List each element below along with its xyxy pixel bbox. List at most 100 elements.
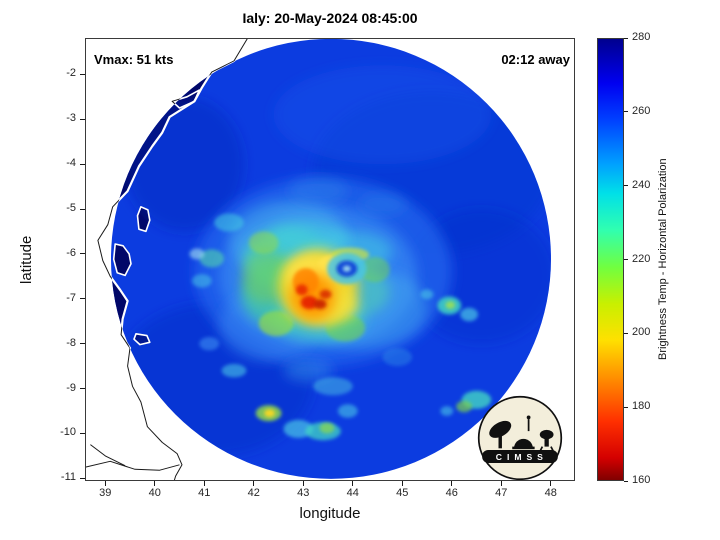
tb-feature [319, 289, 332, 299]
tb-feature [460, 307, 478, 322]
tb-feature [337, 404, 358, 418]
y-tick-mark [80, 388, 85, 390]
x-tick-mark [154, 481, 156, 486]
colorbar-tick-mark [624, 480, 628, 482]
tb-feature [241, 249, 291, 304]
colorbar-tick-mark [624, 332, 628, 334]
x-tick-mark [253, 481, 255, 486]
tb-feature [319, 422, 335, 434]
vmax-annotation: Vmax: 51 kts [94, 52, 174, 67]
tb-feature [283, 419, 314, 438]
colorbar-tick-mark [624, 406, 628, 408]
tb-feature [199, 249, 225, 268]
x-tick-label: 44 [346, 487, 359, 499]
island-outline [112, 243, 132, 277]
island-outline [133, 333, 151, 346]
tb-feature [445, 301, 456, 310]
water-tower-column-icon [544, 438, 549, 447]
tb-feature [189, 248, 205, 260]
y-tick-mark [80, 298, 85, 300]
colorbar-tick-mark [624, 185, 628, 187]
tb-feature [300, 295, 318, 310]
y-tick-label: -2 [66, 67, 76, 80]
x-tick-mark [451, 481, 453, 486]
tb-feature [268, 220, 348, 257]
colorbar-tick-label: 160 [632, 474, 651, 486]
tb-feature [295, 284, 308, 296]
water-tower-tank-icon [539, 429, 554, 440]
tb-feature [288, 177, 348, 205]
x-tick-label: 46 [445, 487, 458, 499]
logo-text: C I M S S [496, 452, 544, 462]
colorbar-tick-mark [624, 111, 628, 113]
tb-feature [199, 337, 220, 351]
logo-silhouette-icons [482, 415, 558, 463]
y-tick-label: -7 [66, 291, 76, 304]
satellite-swath-map [85, 38, 551, 481]
x-tick-label: 41 [198, 487, 211, 499]
tb-feature [221, 363, 247, 378]
x-tick-mark [104, 481, 106, 486]
x-tick-mark [302, 481, 304, 486]
y-axis-label: latitude [18, 235, 35, 284]
x-tick-label: 42 [247, 487, 260, 499]
x-tick-label: 43 [297, 487, 310, 499]
y-tick-mark [80, 253, 85, 255]
logo-banner [482, 450, 558, 463]
tb-feature [342, 265, 351, 272]
y-tick-mark [80, 343, 85, 345]
dome-base-icon [512, 446, 535, 450]
tb-feature [313, 377, 353, 396]
x-tick-mark [550, 481, 552, 486]
tb-feature [283, 359, 333, 382]
colorbar-tick-label: 240 [632, 178, 651, 191]
river-line [90, 444, 126, 467]
island-outline [171, 89, 201, 109]
tb-feature [214, 213, 244, 232]
y-tick-label: -11 [60, 471, 76, 484]
x-tick-mark [352, 481, 354, 486]
tb-feature [248, 231, 279, 254]
tb-feature [382, 348, 413, 367]
x-tick-mark [203, 481, 205, 486]
swath-content [110, 38, 551, 479]
island-outline [136, 206, 151, 233]
colorbar-tick-label: 280 [632, 31, 651, 43]
colorbar-tick-label: 260 [632, 104, 651, 117]
y-tick-label: -3 [66, 112, 76, 125]
y-tick-label: -6 [66, 246, 76, 259]
colorbar-tick-mark [624, 259, 628, 260]
tb-feature [440, 406, 454, 416]
y-tick-label: -5 [66, 202, 76, 214]
colorbar-tick-mark [624, 37, 628, 39]
tb-feature [313, 299, 327, 310]
y-tick-mark [80, 118, 85, 120]
y-tick-mark [80, 477, 85, 479]
antenna-mast-icon [527, 419, 530, 432]
y-tick-label: -9 [66, 381, 76, 394]
x-tick-label: 48 [544, 487, 557, 499]
x-tick-label: 39 [99, 487, 112, 499]
tb-feature [357, 193, 408, 216]
river-line [85, 460, 180, 471]
tb-feature [420, 289, 434, 300]
y-tick-mark [80, 432, 85, 434]
y-tick-mark [80, 163, 85, 165]
y-tick-mark [80, 73, 85, 75]
x-axis-label: longitude [299, 505, 361, 522]
colorbar-gradient [598, 39, 623, 480]
colorbar [597, 38, 624, 481]
x-tick-mark [500, 481, 502, 486]
cimss-logo: C I M S S [477, 395, 563, 481]
eta-annotation: 02:12 away [501, 52, 570, 67]
tb-feature [258, 310, 294, 337]
tb-feature [125, 96, 244, 232]
tb-feature [264, 409, 275, 418]
y-tick-mark [80, 208, 85, 210]
tb-feature [456, 400, 472, 413]
y-tick-label: -8 [66, 336, 76, 349]
x-tick-label: 45 [396, 487, 409, 499]
tb-feature [360, 257, 390, 283]
y-tick-label: -4 [66, 157, 76, 170]
